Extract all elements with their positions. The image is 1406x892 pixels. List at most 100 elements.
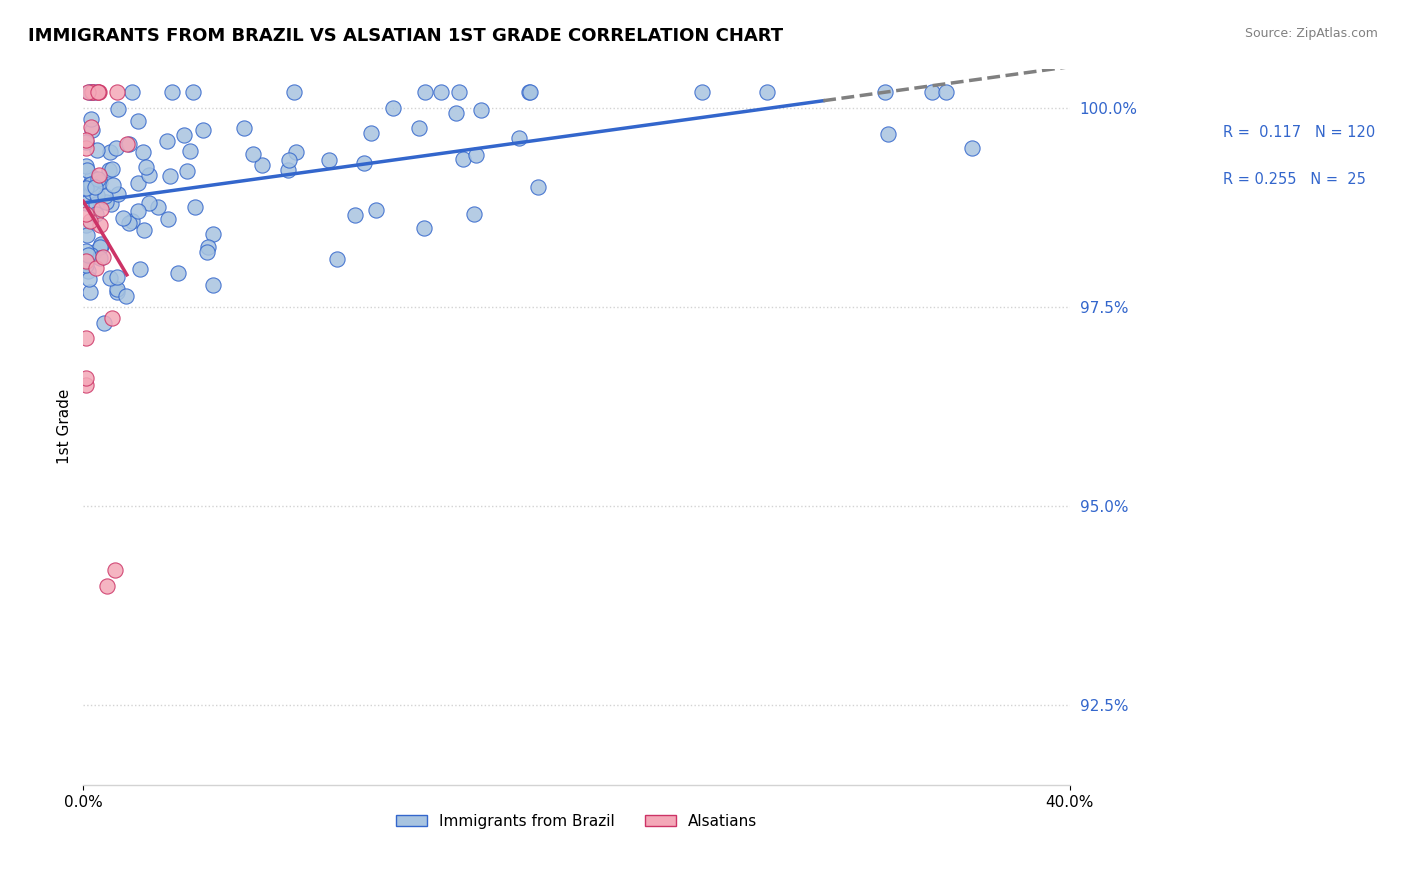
Point	[100, 271, 122, 285]
Point	[77, 86, 100, 100]
FancyBboxPatch shape	[1156, 85, 1406, 227]
Point	[181, 86, 204, 100]
Point	[75, 255, 97, 269]
Point	[80, 185, 103, 199]
Point	[75, 159, 97, 173]
Point	[76, 163, 98, 178]
Point	[105, 285, 128, 299]
Point	[179, 144, 201, 158]
Point	[98, 145, 121, 159]
Point	[91, 250, 114, 264]
Point	[129, 262, 152, 277]
Text: Source: ZipAtlas.com: Source: ZipAtlas.com	[1244, 27, 1378, 40]
Point	[76, 228, 98, 243]
Point	[87, 169, 110, 183]
Point	[89, 175, 111, 189]
Text: R =  0.117   N = 120: R = 0.117 N = 120	[1223, 125, 1375, 140]
Point	[138, 168, 160, 182]
Point	[75, 259, 97, 273]
Text: IMMIGRANTS FROM BRAZIL VS ALSATIAN 1ST GRADE CORRELATION CHART: IMMIGRANTS FROM BRAZIL VS ALSATIAN 1ST G…	[28, 27, 783, 45]
Point	[87, 86, 110, 100]
Point	[101, 311, 124, 326]
Point	[183, 200, 205, 214]
Point	[90, 237, 112, 252]
Point	[318, 153, 340, 168]
Point	[413, 221, 436, 235]
FancyBboxPatch shape	[1168, 156, 1213, 204]
Point	[877, 127, 900, 141]
Point	[96, 579, 118, 593]
Point	[463, 206, 485, 220]
Point	[191, 123, 214, 137]
Point	[105, 270, 128, 285]
Point	[135, 161, 157, 175]
Point	[127, 114, 149, 128]
Point	[89, 251, 111, 265]
Point	[121, 214, 143, 228]
Point	[79, 179, 101, 194]
Point	[138, 196, 160, 211]
Y-axis label: 1st Grade: 1st Grade	[58, 389, 72, 465]
Text: R = 0.255   N =  25: R = 0.255 N = 25	[1223, 172, 1365, 187]
Point	[86, 178, 108, 193]
Point	[121, 86, 143, 100]
Point	[84, 86, 107, 100]
Point	[366, 203, 388, 218]
Point	[146, 200, 169, 214]
Point	[82, 86, 104, 100]
Point	[873, 86, 896, 100]
Point	[75, 254, 97, 268]
Point	[107, 86, 129, 100]
Point	[519, 86, 541, 100]
Point	[465, 147, 488, 161]
Point	[89, 240, 111, 254]
Point	[173, 128, 195, 142]
Point	[127, 203, 149, 218]
Point	[134, 223, 156, 237]
Point	[79, 285, 101, 299]
Point	[692, 86, 714, 100]
Point	[527, 179, 550, 194]
Point	[80, 248, 103, 262]
Point	[921, 86, 943, 100]
Point	[277, 163, 299, 178]
Point	[353, 156, 375, 170]
Point	[197, 245, 219, 260]
Point	[166, 266, 188, 280]
Point	[94, 189, 117, 203]
Point	[86, 188, 108, 202]
Point	[118, 137, 141, 152]
Point	[75, 219, 97, 233]
Point	[94, 195, 117, 210]
Point	[75, 331, 97, 345]
Point	[101, 161, 124, 176]
Point	[325, 252, 347, 267]
Point	[242, 146, 264, 161]
Point	[79, 214, 101, 228]
Point	[80, 112, 103, 127]
FancyBboxPatch shape	[1168, 108, 1213, 156]
Point	[84, 196, 107, 211]
Point	[75, 135, 97, 149]
Point	[75, 180, 97, 194]
Point	[75, 378, 97, 392]
Point	[283, 86, 305, 100]
Point	[75, 244, 97, 259]
Point	[446, 106, 468, 120]
Point	[80, 177, 103, 191]
Point	[107, 187, 129, 202]
Point	[285, 145, 308, 159]
Point	[77, 86, 100, 100]
Point	[960, 141, 983, 155]
Point	[101, 178, 124, 192]
Point	[160, 86, 183, 100]
Point	[79, 177, 101, 191]
Point	[201, 278, 224, 293]
Point	[408, 121, 430, 136]
Point	[89, 218, 111, 232]
Point	[159, 169, 181, 183]
Legend: Immigrants from Brazil, Alsatians: Immigrants from Brazil, Alsatians	[389, 807, 763, 835]
Point	[75, 207, 97, 221]
Point	[82, 169, 104, 184]
Point	[232, 120, 254, 135]
